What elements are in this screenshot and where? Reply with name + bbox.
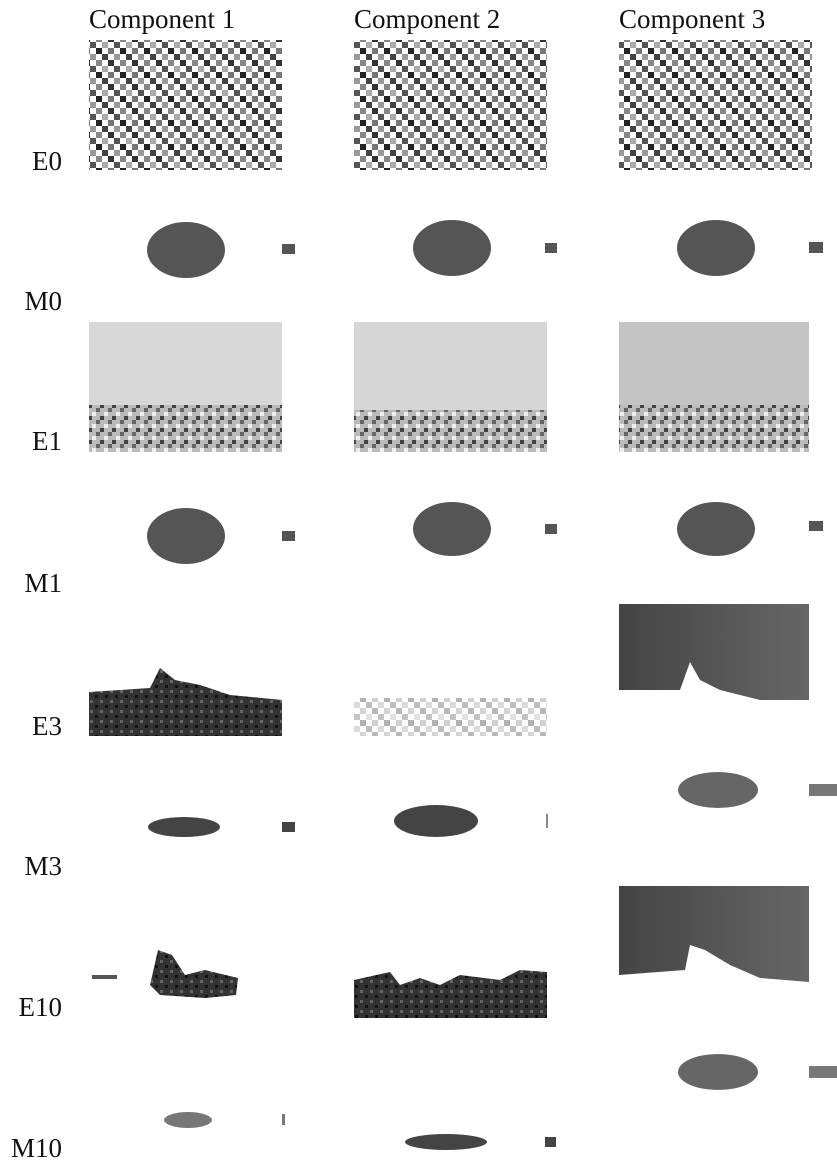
mask-ellipse xyxy=(164,1112,212,1128)
row-label: M1 xyxy=(24,568,62,598)
row-label: M10 xyxy=(11,1133,62,1163)
column-header: Component 1 xyxy=(89,4,235,34)
photo-image xyxy=(92,886,809,1018)
mask-square xyxy=(546,814,548,828)
mask-square xyxy=(282,531,295,541)
noise-image xyxy=(619,40,812,170)
photo-image xyxy=(89,322,809,452)
mask-ellipse xyxy=(147,508,225,564)
mask-square xyxy=(545,243,557,253)
mask-ellipse xyxy=(677,502,755,556)
mask-square xyxy=(809,784,837,796)
figure: Component 1 Component 2 Component 3 E0 M… xyxy=(0,0,837,1163)
mask-square xyxy=(282,244,295,254)
photo-image xyxy=(89,604,809,736)
column-header: Component 2 xyxy=(354,4,500,34)
row-label: E10 xyxy=(19,992,63,1022)
mask-square xyxy=(809,242,823,253)
mask-ellipse xyxy=(678,1054,758,1090)
row-label: M3 xyxy=(24,851,62,881)
row-label: E0 xyxy=(32,146,62,176)
mask-ellipse xyxy=(413,502,491,556)
mask-ellipse xyxy=(677,220,755,276)
row-label: M0 xyxy=(24,286,62,316)
mask-square xyxy=(809,521,823,531)
mask-square xyxy=(282,1114,285,1125)
row-label: E3 xyxy=(32,711,62,741)
column-header: Component 3 xyxy=(619,4,765,34)
mask-ellipse xyxy=(413,220,491,276)
mask-ellipse xyxy=(405,1134,487,1150)
noise-image xyxy=(89,40,282,170)
mask-ellipse xyxy=(147,222,225,278)
row-label: E1 xyxy=(32,426,62,456)
mask-ellipse xyxy=(394,805,478,837)
column-headers: Component 1 Component 2 Component 3 xyxy=(89,4,765,34)
mask-square xyxy=(545,524,557,534)
mask-square xyxy=(809,1066,837,1078)
mask-square xyxy=(282,822,295,832)
mask-square xyxy=(545,1137,556,1147)
noise-image xyxy=(354,40,547,170)
mask-ellipse xyxy=(678,772,758,808)
image-grid xyxy=(89,40,837,1150)
mask-ellipse xyxy=(148,817,220,837)
row-labels: E0 M0 E1 M1 E3 M3 E10 M10 xyxy=(11,146,62,1163)
